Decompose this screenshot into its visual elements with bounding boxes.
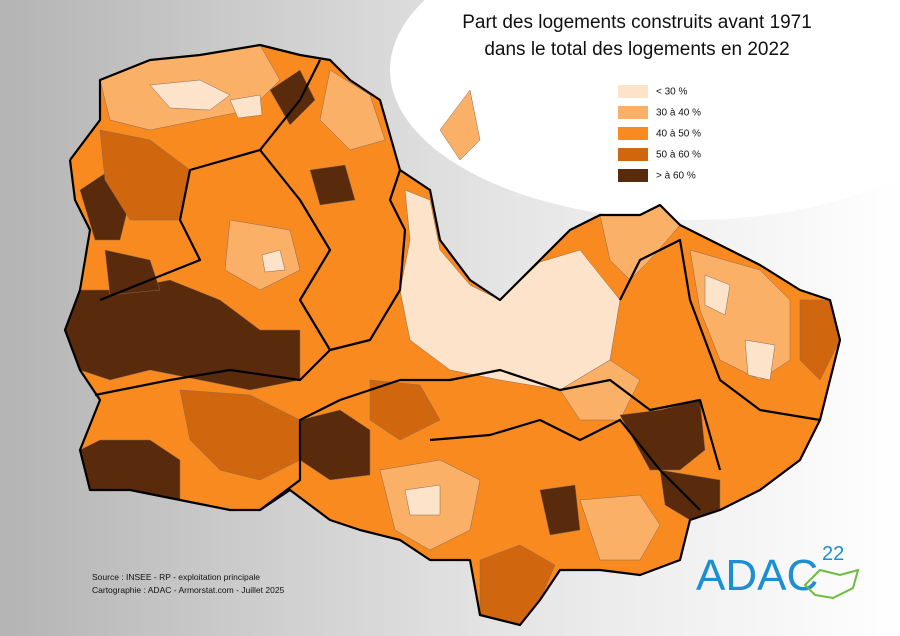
- commune-group: [399, 189, 621, 391]
- commune-group: [539, 484, 581, 536]
- department-outline: [63, 43, 842, 627]
- credit-note: Cartographie : ADAC - Armorstat.com - Ju…: [92, 585, 285, 595]
- legend-swatch: [618, 169, 648, 182]
- epci-boundary: [429, 418, 701, 511]
- legend-swatch: [618, 85, 648, 98]
- commune-group: [619, 399, 706, 471]
- commune-group: [179, 389, 301, 481]
- logo-shape: [803, 568, 860, 600]
- legend-swatch: [618, 106, 648, 119]
- commune-group: [104, 249, 161, 296]
- commune-group: [319, 69, 386, 151]
- legend-label: 40 à 50 %: [656, 129, 701, 140]
- commune-group: [799, 299, 841, 381]
- commune-group: [744, 339, 776, 381]
- commune-group: [309, 164, 356, 206]
- epci-boundary: [329, 169, 407, 352]
- commune-group: [559, 359, 641, 421]
- epci-boundary: [99, 59, 321, 302]
- commune-group: [404, 484, 441, 516]
- legend-label: 50 à 60 %: [656, 150, 701, 161]
- legend-swatch: [618, 127, 648, 140]
- legend-swatch: [618, 148, 648, 161]
- map-title: dans le total des logements en 2022: [484, 39, 789, 60]
- epci-boundary: [339, 368, 722, 471]
- epci-boundary: [619, 238, 821, 422]
- commune-group: [439, 89, 481, 161]
- map-title: Part des logements construits avant 1971: [462, 12, 812, 33]
- legend-label: < 30 %: [656, 87, 688, 98]
- commune-group: [269, 69, 316, 126]
- commune-group: [579, 494, 661, 561]
- legend-label: 30 à 40 %: [656, 108, 701, 119]
- commune-group: [149, 79, 231, 111]
- commune-group: [704, 274, 731, 316]
- logo-number: 22: [822, 543, 844, 565]
- map: [63, 43, 842, 627]
- commune-group: [369, 379, 441, 441]
- logo-name: ADAC: [696, 551, 818, 600]
- source-note: Source : INSEE - RP - exploitation princ…: [92, 572, 260, 582]
- legend-label: > à 60 %: [656, 171, 696, 182]
- legend: < 30 % 30 à 40 % 40 à 50 % 50 à 60 % > à 60 …: [618, 85, 701, 182]
- commune-group: [261, 249, 286, 273]
- epci-boundary: [259, 399, 341, 511]
- commune-group: [229, 94, 263, 119]
